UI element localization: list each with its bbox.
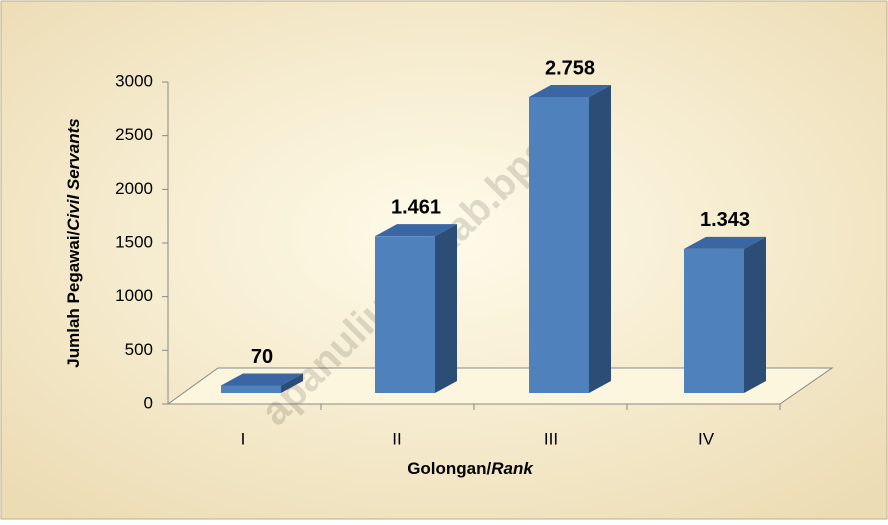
bar-front [221, 385, 281, 393]
bar [375, 224, 457, 393]
x-tick-label: II [392, 429, 401, 448]
data-label: 1.461 [391, 196, 441, 218]
bar-top [221, 373, 303, 386]
bar-side [744, 236, 766, 393]
y-tick-label: 3000 [115, 71, 153, 90]
data-label: 2.758 [545, 57, 595, 79]
y-tick-label: 1000 [115, 286, 153, 305]
y-tick-label: 2500 [115, 125, 153, 144]
floor [166, 367, 834, 405]
x-tick-label: III [544, 429, 558, 448]
x-label-part: Golongan/ [407, 459, 491, 478]
data-label: 1.343 [700, 209, 750, 231]
x-tick-label: IV [698, 429, 715, 448]
y-tick-label: 2000 [115, 179, 153, 198]
y-label-part: Civil Servants [64, 118, 83, 230]
bar-top [684, 236, 766, 249]
y-tick-label: 500 [125, 340, 153, 359]
bar-top [529, 84, 611, 97]
x-axis-label: Golongan/Rank [407, 459, 534, 478]
bar-front [375, 236, 435, 393]
bar-side [281, 373, 303, 393]
bar-front [529, 96, 589, 393]
bar-side [589, 84, 611, 393]
bar-top [375, 224, 457, 237]
bar-side [435, 224, 457, 393]
y-tick-label: 0 [144, 393, 153, 412]
x-tick-label: I [241, 429, 246, 448]
y-label-part: Jumlah Pegawai/ [64, 230, 83, 367]
bar [529, 84, 611, 393]
x-label-part: Rank [491, 459, 534, 478]
bar [221, 373, 303, 393]
y-axis-label: Jumlah Pegawai/Civil Servants [64, 118, 83, 367]
bar-front [684, 248, 744, 393]
y-tick-label: 1500 [115, 232, 153, 251]
data-label: 70 [251, 346, 273, 368]
bar [684, 236, 766, 393]
